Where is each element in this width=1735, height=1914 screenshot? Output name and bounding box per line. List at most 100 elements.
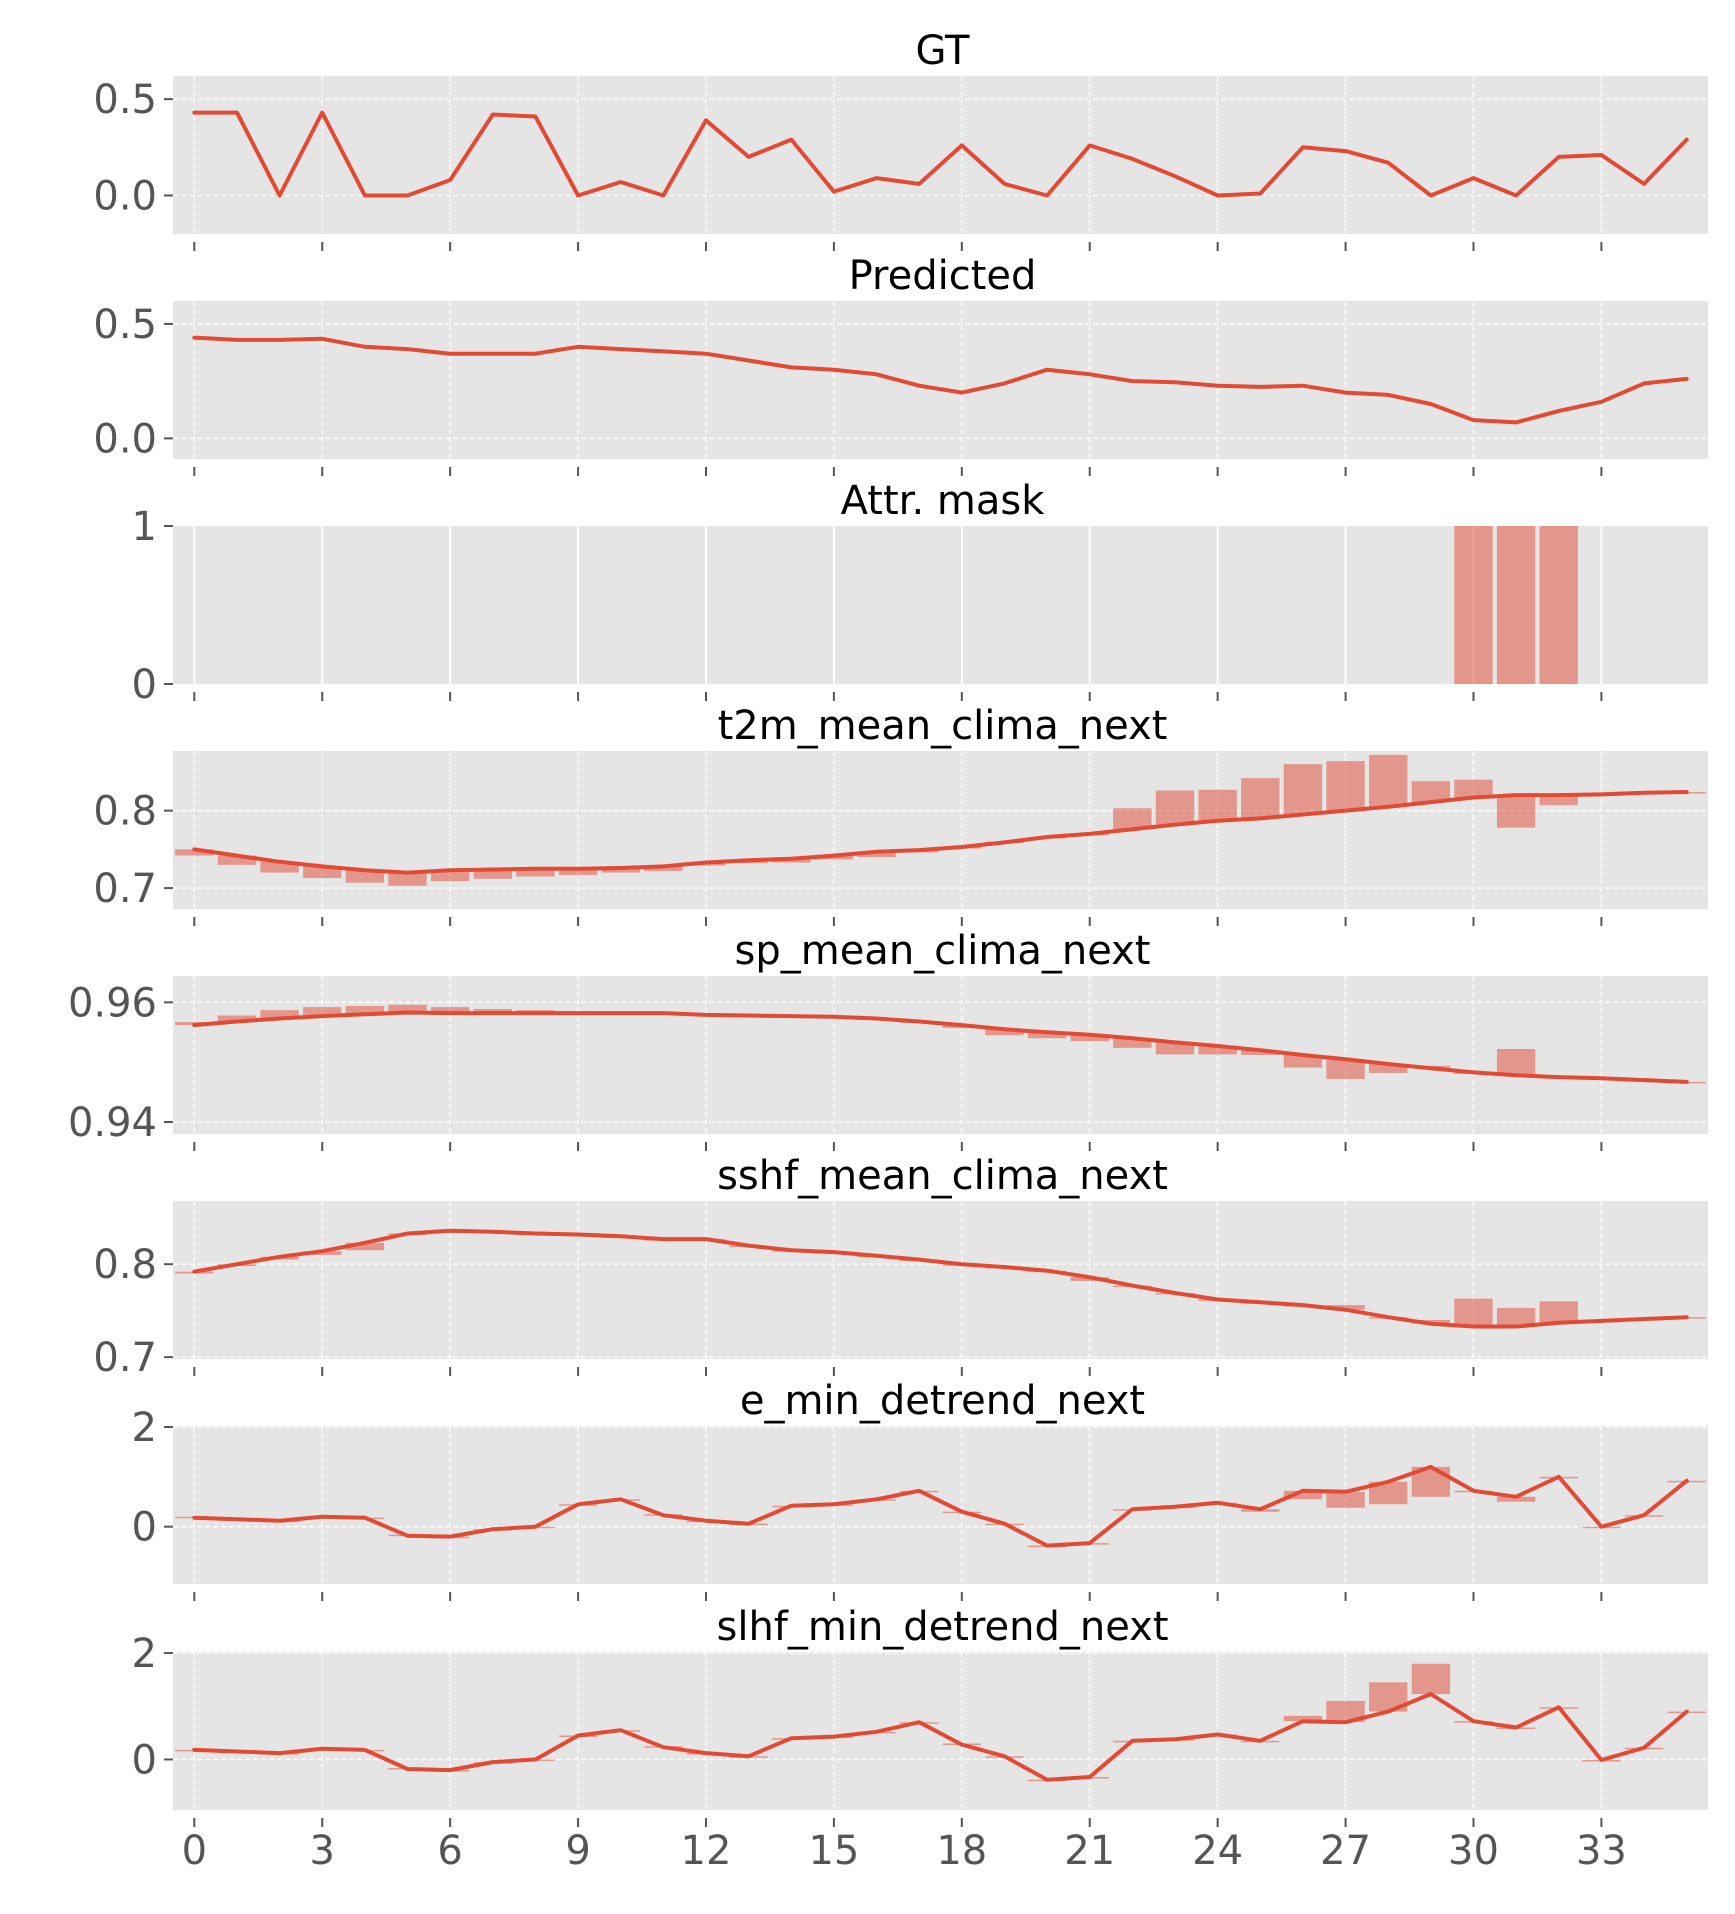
x-tick-label: 3 <box>310 1828 335 1874</box>
attribution-bar <box>430 870 470 882</box>
series-line <box>192 1692 1689 1782</box>
attribution-bar <box>175 849 214 856</box>
panel-background <box>173 526 1708 684</box>
attribution-bar <box>1496 1496 1536 1502</box>
y-tick-label: 0 <box>132 662 157 708</box>
attribution-bar <box>1454 779 1493 798</box>
x-tick-label: 12 <box>681 1828 732 1874</box>
attribution-bar <box>345 1005 385 1015</box>
panel-title: sshf_mean_clima_next <box>717 1153 1168 1199</box>
panel-background <box>173 1426 1708 1584</box>
y-tick-label: 0 <box>132 1505 157 1551</box>
y-tick-label: 0.5 <box>93 77 157 123</box>
attribution-bar <box>1496 1307 1536 1327</box>
attribution-bar <box>1155 1042 1195 1055</box>
x-tick-label: 0 <box>182 1828 207 1874</box>
attribution-bar <box>1070 1034 1109 1042</box>
y-tick-label: 0.5 <box>93 302 157 348</box>
attribution-bar <box>1027 1032 1067 1039</box>
x-tick-label: 9 <box>565 1828 590 1874</box>
mask-bar <box>1454 526 1493 684</box>
panel-sp: 0.96 0.94 sp_mean_clima_next <box>68 928 1708 1151</box>
attribution-bar <box>1326 1305 1365 1310</box>
attribution-bar <box>1326 1491 1365 1508</box>
panel-background <box>173 1201 1708 1359</box>
attribution-bar <box>1198 789 1237 821</box>
series-line <box>192 1228 1689 1329</box>
x-tick-label: 21 <box>1064 1828 1115 1874</box>
attribution-bar <box>473 1008 512 1014</box>
attribution-bar <box>1113 1038 1152 1048</box>
x-tick-label: 6 <box>437 1828 462 1874</box>
x-tick-label: 33 <box>1576 1828 1627 1874</box>
panel-background <box>173 301 1708 459</box>
attribution-bar <box>1369 754 1408 807</box>
attribution-bar <box>1113 808 1152 830</box>
y-tick-label: 0.96 <box>68 980 157 1026</box>
attribution-bar <box>1326 1059 1365 1079</box>
panel-t2m: 0.8 0.7 t2m_mean_clima_next <box>93 703 1708 926</box>
y-tick-label: 0.0 <box>93 416 157 462</box>
attribution-bar <box>857 851 896 858</box>
attribution-bar <box>345 1242 385 1251</box>
attribution-bar <box>1496 1049 1536 1076</box>
attribution-bar <box>644 866 683 872</box>
attribution-bar <box>1454 1298 1493 1327</box>
panel-title: e_min_detrend_next <box>740 1378 1145 1424</box>
y-tick-label: 0.8 <box>93 789 157 835</box>
panel-gt: 0.5 0.0 GT <box>93 28 1708 251</box>
attribution-bar <box>1369 1063 1408 1073</box>
x-tick-label: 24 <box>1192 1828 1243 1874</box>
attribution-bar <box>1411 1663 1451 1695</box>
attribution-bar <box>473 869 512 879</box>
y-tick-label: 0.94 <box>68 1100 157 1146</box>
attribution-bar <box>1326 761 1365 811</box>
panel-slhf_min: 2 0 slhf_min_detrend_next <box>132 1604 1708 1827</box>
attribution-bar <box>1539 1301 1578 1323</box>
y-tick-label: 0.7 <box>93 866 157 912</box>
attribution-bar <box>217 855 257 865</box>
attribution-bar <box>1369 1481 1408 1505</box>
panel-title: Predicted <box>849 253 1037 299</box>
y-tick-label: 0.7 <box>93 1335 157 1381</box>
attribution-bar <box>430 1007 470 1014</box>
panel-title: Attr. mask <box>841 478 1046 524</box>
mask-bar <box>1496 526 1536 684</box>
attribution-bar <box>985 1029 1024 1036</box>
panel-background <box>173 751 1708 909</box>
panel-title: slhf_min_detrend_next <box>716 1604 1168 1650</box>
attribution-bar <box>1241 778 1280 819</box>
x-tick-label: 30 <box>1448 1828 1499 1874</box>
series-line <box>192 335 1689 425</box>
attribution-bar <box>217 1015 257 1022</box>
attribution-bar <box>1411 781 1451 803</box>
attribution-bar <box>1283 764 1323 815</box>
panel-title: t2m_mean_clima_next <box>718 703 1168 749</box>
panel-background <box>173 976 1708 1134</box>
y-tick-label: 0 <box>132 1737 157 1783</box>
panel-e_min: 2 0 e_min_detrend_next <box>132 1378 1708 1601</box>
x-tick-label: 18 <box>936 1828 987 1874</box>
attribution-bar <box>1326 1700 1365 1723</box>
series-line <box>192 110 1689 198</box>
attribution-bar <box>1155 790 1195 825</box>
series-line <box>192 1464 1689 1548</box>
x-tick-label: 27 <box>1320 1828 1371 1874</box>
attribution-bar <box>1198 1046 1237 1055</box>
attribution-bar <box>1283 1055 1323 1068</box>
attribution-bar <box>1539 795 1578 806</box>
panel-background <box>173 76 1708 234</box>
panel-sshf: 0.8 0.7 sshf_mean_clima_next <box>93 1153 1708 1381</box>
attribution-bar <box>1241 1050 1280 1055</box>
attribution-bar <box>1283 1715 1323 1722</box>
attribution-bar <box>303 866 342 879</box>
panel-background <box>173 1652 1708 1810</box>
attribution-bar <box>558 868 598 875</box>
attribution-bar <box>260 1010 299 1019</box>
x-tick-label: 15 <box>808 1828 859 1874</box>
y-tick-label: 1 <box>132 504 157 550</box>
series-line <box>192 1010 1689 1084</box>
y-tick-label: 0.8 <box>93 1242 157 1288</box>
attribution-bar <box>388 872 427 886</box>
